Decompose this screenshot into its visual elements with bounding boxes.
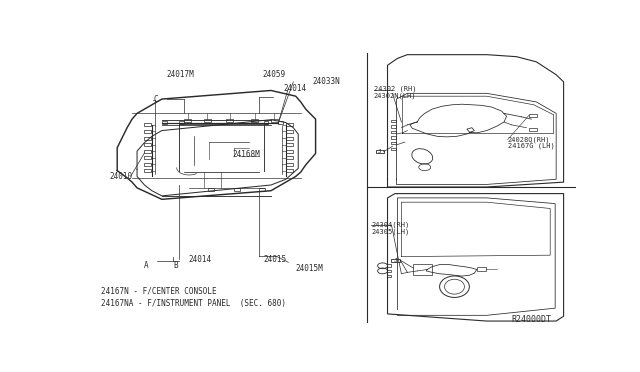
Bar bbox=[413, 264, 432, 275]
Text: 24014: 24014 bbox=[284, 84, 307, 93]
Bar bbox=[271, 119, 278, 122]
Text: 24015M: 24015M bbox=[296, 264, 323, 273]
Text: R24000DT: R24000DT bbox=[511, 315, 552, 324]
Bar bbox=[179, 121, 184, 124]
Text: 24028Q(RH): 24028Q(RH) bbox=[508, 137, 550, 143]
Bar bbox=[145, 163, 152, 166]
Bar bbox=[259, 188, 264, 191]
Text: 24014: 24014 bbox=[188, 255, 211, 264]
Bar bbox=[529, 114, 537, 117]
Bar bbox=[286, 150, 292, 153]
Bar bbox=[286, 163, 292, 166]
Bar bbox=[145, 130, 152, 133]
Bar bbox=[286, 144, 292, 146]
Bar bbox=[286, 169, 292, 172]
Bar bbox=[145, 150, 152, 153]
Bar bbox=[145, 156, 152, 159]
Text: 24168M: 24168M bbox=[233, 150, 260, 158]
Bar bbox=[286, 156, 292, 159]
Bar bbox=[392, 142, 396, 144]
Text: 24304(RH): 24304(RH) bbox=[371, 221, 410, 228]
Bar bbox=[286, 124, 292, 126]
Bar bbox=[234, 188, 240, 191]
Bar bbox=[162, 121, 167, 124]
Bar bbox=[286, 130, 292, 133]
Bar bbox=[387, 275, 392, 277]
Bar bbox=[227, 119, 233, 122]
Bar bbox=[204, 119, 211, 122]
Text: C: C bbox=[154, 95, 158, 104]
Bar bbox=[145, 137, 152, 140]
Text: 24010: 24010 bbox=[110, 173, 133, 182]
Bar bbox=[286, 137, 292, 140]
Bar bbox=[184, 119, 191, 122]
Bar bbox=[529, 128, 537, 131]
Bar bbox=[392, 131, 396, 133]
Bar bbox=[387, 270, 392, 272]
Text: B: B bbox=[173, 261, 178, 270]
Bar bbox=[278, 121, 284, 124]
Bar bbox=[392, 125, 396, 128]
Bar bbox=[392, 259, 401, 262]
Bar bbox=[264, 121, 269, 124]
Bar bbox=[376, 150, 383, 154]
Bar bbox=[208, 188, 214, 191]
Text: 24167N - F/CENTER CONSOLE: 24167N - F/CENTER CONSOLE bbox=[101, 286, 216, 295]
Text: J: J bbox=[378, 149, 381, 154]
Text: 24305(LH): 24305(LH) bbox=[371, 228, 410, 235]
Text: 24302N(LH): 24302N(LH) bbox=[374, 93, 416, 99]
Bar bbox=[145, 144, 152, 146]
Text: 24167G (LH): 24167G (LH) bbox=[508, 142, 554, 149]
Text: 24015: 24015 bbox=[264, 255, 287, 264]
Text: A: A bbox=[143, 261, 148, 270]
Bar bbox=[392, 136, 396, 139]
Text: 24033N: 24033N bbox=[312, 77, 340, 86]
Bar bbox=[145, 169, 152, 172]
Text: 24302 (RH): 24302 (RH) bbox=[374, 86, 416, 92]
Bar bbox=[392, 120, 396, 122]
Text: 24167NA - F/INSTRUMENT PANEL  (SEC. 680): 24167NA - F/INSTRUMENT PANEL (SEC. 680) bbox=[101, 299, 286, 308]
Text: 24017M: 24017M bbox=[167, 70, 195, 79]
Text: J: J bbox=[394, 258, 398, 263]
Bar bbox=[477, 267, 486, 271]
Bar bbox=[251, 119, 258, 122]
Text: 24059: 24059 bbox=[262, 70, 285, 79]
Bar bbox=[387, 264, 392, 267]
Bar bbox=[145, 124, 152, 126]
Bar bbox=[392, 148, 396, 150]
